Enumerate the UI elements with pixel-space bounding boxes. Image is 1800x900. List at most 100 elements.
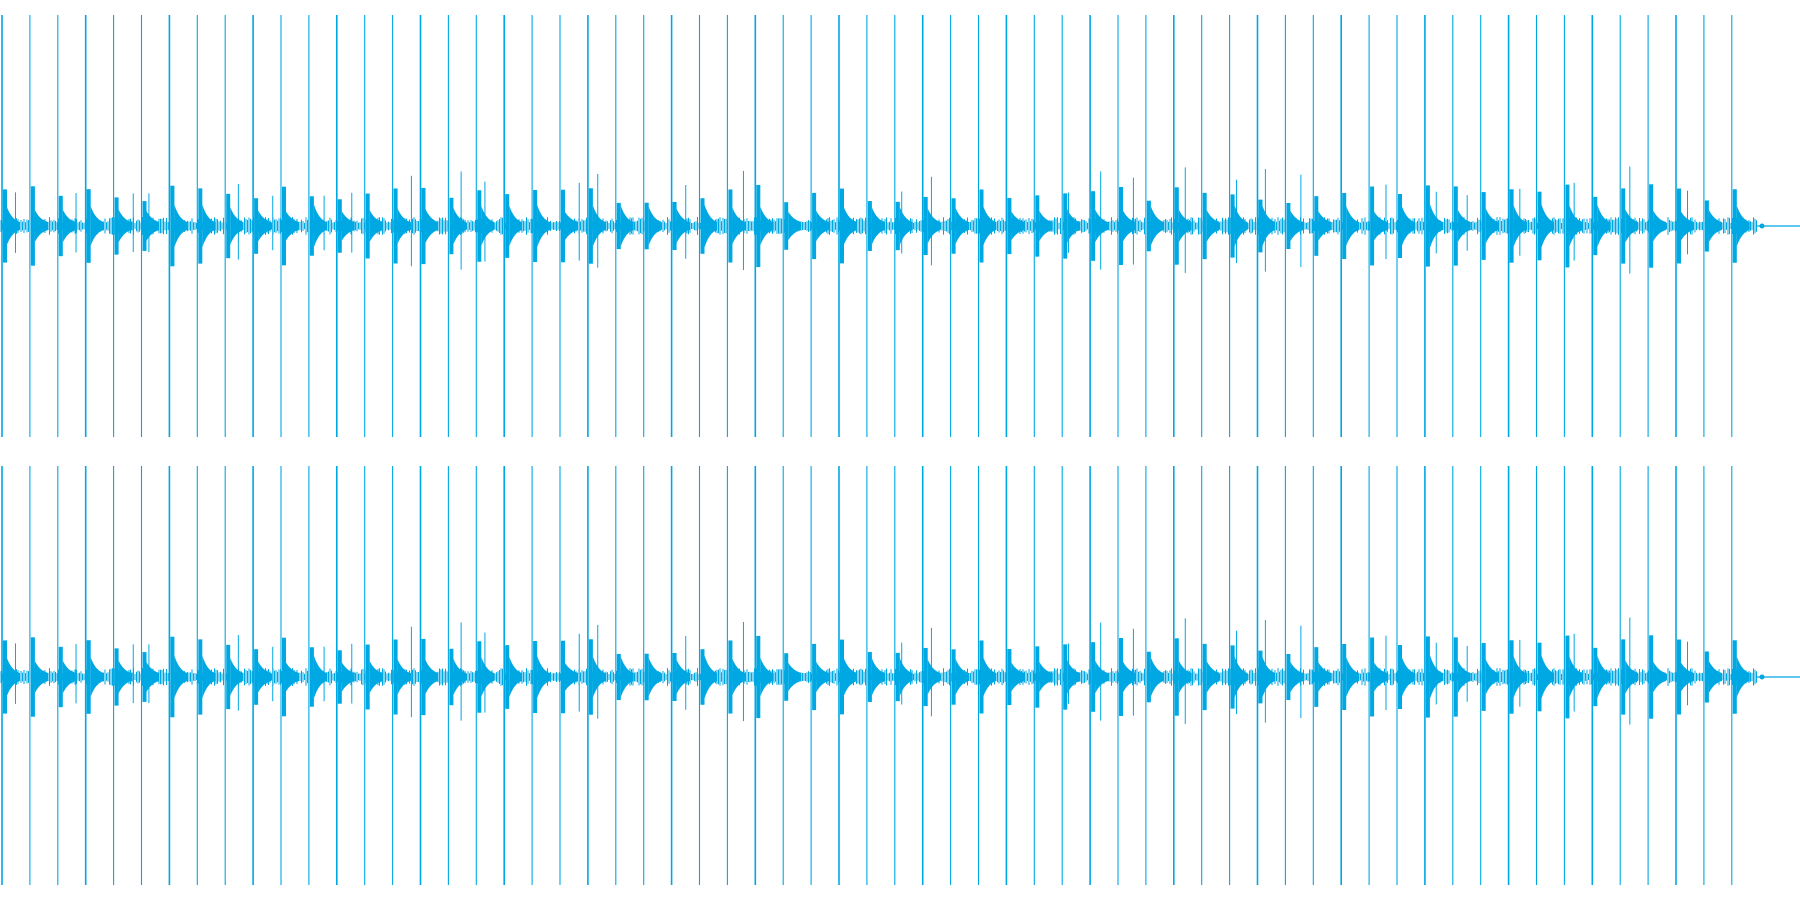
waveform-hit-body xyxy=(282,186,286,266)
waveform-hit-decay xyxy=(1318,662,1332,692)
waveform-hit-decay xyxy=(1150,657,1164,697)
waveform-hit-body xyxy=(1565,635,1570,719)
waveform-hit-body xyxy=(3,189,7,263)
waveform-channel-left xyxy=(0,15,1800,437)
waveform-hit-decay xyxy=(425,660,439,694)
waveform-hit-decay xyxy=(1234,205,1248,247)
waveform-hit-decay xyxy=(592,656,606,698)
waveform-hit-decay xyxy=(509,656,523,698)
waveform-hit-body xyxy=(728,189,733,263)
waveform-hit-body xyxy=(923,647,928,707)
waveform-hit-body xyxy=(1091,191,1096,261)
waveform-hit-body xyxy=(867,652,872,702)
waveform-hit-body xyxy=(533,640,538,714)
waveform-hit-decay xyxy=(955,659,969,695)
waveform-hit-decay xyxy=(286,662,299,692)
waveform-hit-decay xyxy=(509,205,523,247)
waveform-hit-decay xyxy=(202,204,216,248)
waveform-hit-body xyxy=(1704,200,1709,252)
waveform-hit-body xyxy=(616,653,621,701)
waveform-hit-body xyxy=(1258,650,1263,704)
waveform-hit-decay xyxy=(816,210,830,242)
waveform-hit-body xyxy=(588,188,593,264)
waveform-hit-body xyxy=(254,198,259,254)
waveform-hit-decay xyxy=(816,661,830,693)
waveform-hit-body xyxy=(365,193,370,259)
waveform-hit-body xyxy=(561,640,565,714)
waveform-hit-decay xyxy=(676,659,690,695)
waveform-hit-decay xyxy=(341,662,355,692)
waveform-hit-decay xyxy=(1597,204,1611,248)
waveform-hit-decay xyxy=(1346,205,1360,247)
waveform-hit-decay xyxy=(1290,661,1304,693)
waveform-hit-body xyxy=(142,201,147,251)
waveform-hit-body xyxy=(337,650,342,704)
waveform-hit-body xyxy=(979,640,984,714)
waveform-hit-decay xyxy=(258,661,272,693)
waveform-hit-body xyxy=(840,188,844,264)
waveform-hit-body xyxy=(393,639,398,715)
waveform-hit-body xyxy=(561,189,565,263)
waveform-hit-decay xyxy=(1067,209,1081,243)
waveform-hit-body xyxy=(895,201,900,251)
waveform-hit-decay xyxy=(1374,662,1388,692)
waveform-hit-decay xyxy=(258,210,272,242)
waveform-hit-decay xyxy=(425,209,439,243)
waveform-hit-body xyxy=(1481,192,1486,260)
waveform-hit-decay xyxy=(1318,211,1332,241)
waveform-hit-body xyxy=(1537,642,1542,712)
waveform-hit-decay xyxy=(62,660,76,694)
waveform-hit-decay xyxy=(788,662,802,692)
waveform-hit-body xyxy=(1063,193,1068,259)
waveform-hit-body xyxy=(58,646,63,708)
waveform-hit-decay xyxy=(899,207,913,245)
waveform-hit-body xyxy=(282,637,286,717)
waveform-channel-right xyxy=(0,466,1800,885)
waveform-hit-decay xyxy=(341,211,355,241)
waveform-hit-decay xyxy=(732,658,746,696)
waveform-hit-decay xyxy=(760,206,774,246)
waveform-hit-body xyxy=(1146,200,1151,252)
waveform-hit-body xyxy=(700,649,705,705)
waveform-hit-body xyxy=(1453,186,1458,266)
waveform-hit-body xyxy=(1593,647,1598,707)
waveform-hit-body xyxy=(1314,647,1319,707)
waveform-hit-decay xyxy=(313,655,327,699)
waveform-hit-decay xyxy=(788,211,802,241)
waveform-hit-body xyxy=(142,652,147,702)
waveform-hit-decay xyxy=(1039,210,1053,242)
waveform-hit-body xyxy=(756,184,761,268)
waveform-hit-body xyxy=(1035,646,1040,708)
waveform-hit-body xyxy=(867,201,872,251)
waveform-hit-decay xyxy=(1123,210,1136,242)
waveform-hit-decay xyxy=(118,660,132,694)
waveform-hit-body xyxy=(1398,193,1402,259)
waveform-hit-body xyxy=(1314,196,1319,256)
waveform-hit-decay xyxy=(481,657,495,697)
waveform-hit-body xyxy=(114,648,119,706)
waveform-hit-decay xyxy=(1457,660,1471,694)
waveform-hit-decay xyxy=(230,207,244,245)
waveform-hit-decay xyxy=(453,658,467,696)
waveform-hit-decay xyxy=(1374,211,1388,241)
waveform-noise-floor xyxy=(0,217,1757,235)
waveform-hit-decay xyxy=(90,206,104,246)
waveform-hit-decay xyxy=(927,659,941,695)
waveform-hit-body xyxy=(86,640,91,714)
waveform-hit-decay xyxy=(1653,661,1667,693)
waveform-hit-body xyxy=(979,189,984,263)
waveform-hit-decay xyxy=(397,208,411,244)
waveform-hit-body xyxy=(505,194,510,258)
waveform-hit-decay xyxy=(704,204,718,248)
waveform-hit-body xyxy=(3,640,7,714)
waveform-hit-body xyxy=(1035,195,1040,257)
waveform-hit-body xyxy=(254,649,259,705)
waveform-hit-body xyxy=(309,647,314,707)
waveform-hit-decay xyxy=(1569,656,1583,698)
waveform-hit-decay xyxy=(704,655,718,699)
waveform-hit-body xyxy=(226,644,231,710)
waveform-hit-decay xyxy=(1290,210,1304,242)
waveform-hit-decay xyxy=(313,204,327,248)
waveform-hit-body xyxy=(1119,186,1123,266)
waveform-hit-body xyxy=(1119,637,1123,717)
